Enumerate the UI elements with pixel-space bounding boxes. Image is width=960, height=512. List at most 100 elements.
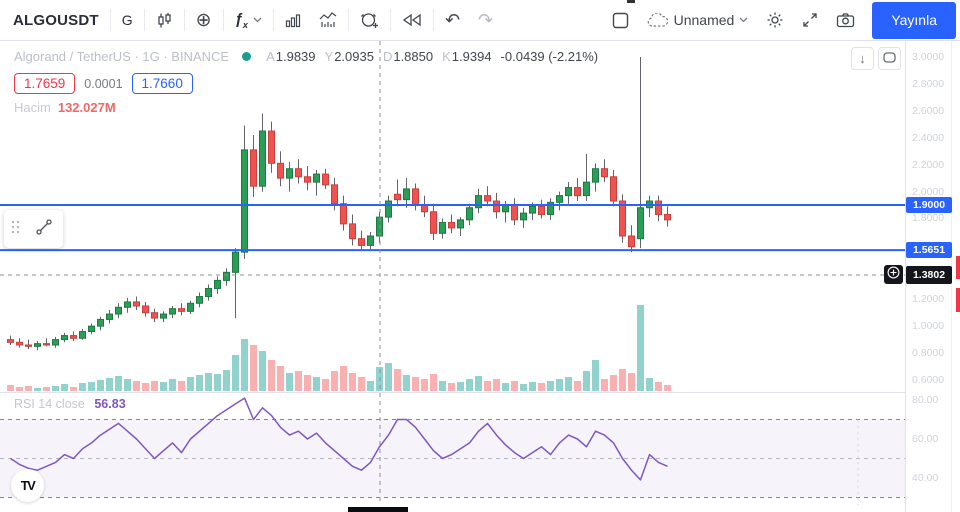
- redo-button[interactable]: ↷: [469, 3, 502, 37]
- candle-body: [187, 302, 194, 312]
- candle-body: [421, 204, 428, 213]
- divider: [183, 9, 185, 31]
- candle-body: [484, 195, 491, 202]
- plus-circle-icon: ⊕: [195, 9, 212, 31]
- spread-value: 0.0001: [84, 76, 123, 91]
- volume-bar: [88, 382, 95, 391]
- toolbar-left-group: ALGOUSDT G ⊕ ƒx: [4, 0, 502, 40]
- volume-bar: [421, 379, 428, 391]
- volume-bar: [106, 378, 113, 391]
- divider: [222, 9, 224, 31]
- candle-body: [196, 296, 203, 304]
- buy-price-button[interactable]: 1.7660: [131, 73, 193, 94]
- volume-bar: [646, 378, 653, 391]
- change-value: -0.0439 (-2.21%): [500, 49, 599, 64]
- forecast-tools-button[interactable]: [310, 3, 346, 37]
- candle-body: [457, 219, 464, 229]
- snapshot-button[interactable]: [827, 3, 864, 37]
- rewind-icon: [402, 13, 422, 27]
- volume-bar: [142, 383, 149, 391]
- chart-canvas[interactable]: [0, 41, 905, 512]
- candle-body: [88, 325, 95, 333]
- edge-red-sliver: [956, 256, 960, 279]
- alarm-clock-plus-icon: [360, 11, 379, 29]
- rsi-tick: 60.00: [912, 433, 939, 445]
- bar-replay-button[interactable]: [393, 3, 431, 37]
- volume-value: 132.027M: [57, 100, 116, 115]
- volume-bar: [151, 381, 158, 391]
- chart-region: Algorand / TetherUS · 1G · BINANCE A1.98…: [0, 41, 960, 512]
- maximize-pane-button[interactable]: [878, 47, 901, 70]
- plus-circle-icon: [887, 266, 900, 284]
- undo-button[interactable]: ↶: [436, 3, 469, 37]
- drag-handle-icon[interactable]: [4, 219, 25, 240]
- volume-bar: [556, 379, 563, 391]
- volume-label[interactable]: Hacim: [14, 100, 51, 115]
- floating-drawing-toolbar[interactable]: [4, 210, 63, 248]
- add-alert-plus-button[interactable]: [884, 265, 903, 285]
- tradingview-logo[interactable]: TV: [11, 469, 44, 502]
- ohlc-values: A1.9839 Y2.0935 D1.8850 K1.9394 -0.0439 …: [266, 49, 599, 64]
- open-value: 1.9839: [275, 49, 316, 64]
- rsi-line: [10, 397, 668, 481]
- candle-body: [70, 335, 77, 339]
- candle-body: [358, 238, 365, 246]
- volume-bar: [313, 377, 320, 391]
- alert-button[interactable]: [351, 3, 388, 37]
- settings-button[interactable]: [757, 3, 793, 37]
- volume-bar: [268, 360, 275, 391]
- symbol-search-button[interactable]: ALGOUSDT: [4, 3, 108, 37]
- publish-button[interactable]: Yayınla: [872, 1, 956, 39]
- rsi-header[interactable]: RSI 14 close 56.83: [14, 397, 126, 411]
- candle-body: [205, 287, 212, 298]
- volume-bar: [601, 379, 608, 391]
- volume-bar: [655, 382, 662, 391]
- volume-bar: [511, 381, 518, 391]
- candle-body: [520, 212, 527, 221]
- volume-bar: [502, 383, 509, 391]
- sell-price-button[interactable]: 1.7659: [14, 73, 76, 94]
- scroll-down-button[interactable]: ↓: [851, 47, 874, 70]
- volume-bar: [52, 386, 59, 391]
- layout-select-button[interactable]: [603, 3, 638, 37]
- candle-body: [448, 222, 455, 229]
- price-axis[interactable]: 1.9000 1.5651 1.3802 3.0000 2.8000 2.6000 2…: [905, 41, 952, 512]
- fullscreen-button[interactable]: [793, 3, 827, 37]
- volume-bar: [493, 379, 500, 391]
- trendline-tool-button[interactable]: [25, 217, 63, 242]
- fx-icon: ƒx: [234, 10, 248, 30]
- price-tick: 2.4000: [912, 131, 945, 144]
- volume-bar: [592, 360, 599, 391]
- volume-bar: [664, 385, 671, 391]
- volume-bar: [124, 379, 131, 391]
- volume-row: Hacim 132.027M: [14, 100, 116, 115]
- volume-bar: [565, 377, 572, 391]
- candle-body: [97, 318, 104, 327]
- candle-body: [124, 301, 131, 308]
- interval-button[interactable]: G: [113, 3, 142, 37]
- chart-title[interactable]: Algorand / TetherUS · 1G · BINANCE: [14, 49, 230, 64]
- price-tick: 2.2000: [912, 158, 945, 171]
- candle-body: [232, 251, 239, 273]
- candle-body: [286, 168, 293, 179]
- candle-body: [133, 301, 140, 307]
- volume-bar: [241, 339, 248, 391]
- candle-body: [250, 149, 257, 187]
- volume-bar: [475, 376, 482, 391]
- cloud-layout-button[interactable]: Unnamed: [638, 3, 758, 37]
- candle-body: [142, 305, 149, 314]
- pane-separator[interactable]: [0, 392, 952, 393]
- volume-bar: [340, 366, 347, 391]
- candle-body: [565, 187, 572, 197]
- compare-button[interactable]: ⊕: [187, 3, 221, 37]
- volume-bar: [34, 388, 41, 391]
- market-status-icon[interactable]: [242, 52, 252, 61]
- symbol-name: ALGOUSDT: [13, 11, 99, 29]
- volume-bar: [223, 370, 230, 391]
- indicator-templates-button[interactable]: [276, 3, 310, 37]
- candle-body: [295, 168, 302, 178]
- chart-style-button[interactable]: [147, 3, 182, 37]
- indicators-button[interactable]: ƒx: [226, 3, 271, 37]
- price-tick: 2.6000: [912, 104, 945, 117]
- candle-body: [223, 271, 230, 281]
